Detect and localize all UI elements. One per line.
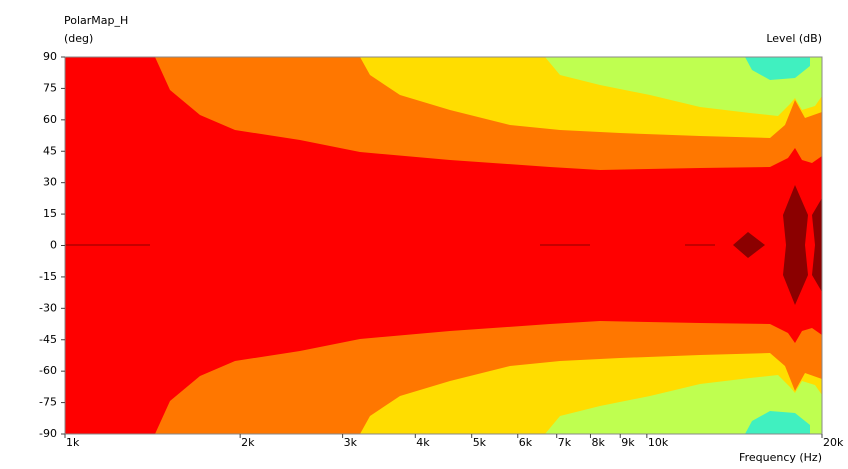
plot-area [64,56,823,435]
y-tick-label: -90 [39,427,57,440]
x-axis-label: Frequency (Hz) [739,451,822,464]
y-tick-label: 60 [43,113,57,126]
y-tick-label: -30 [39,301,57,314]
level-label: Level (dB) [766,32,822,45]
contour-region [792,106,798,118]
x-tick-label: 5k [473,436,487,449]
contour-region [545,57,822,116]
contour-region [792,373,798,385]
y-tick-label: 0 [50,239,57,252]
contour-region [745,411,810,434]
x-tick-label: 7k [558,436,572,449]
contour-region [812,198,822,292]
y-tick-label: 45 [43,144,57,157]
y-tick-label: 90 [43,50,57,63]
x-tick-label: 20k [823,436,844,449]
y-tick-label: 75 [43,81,57,94]
x-tick-label: 2k [241,436,255,449]
x-tick-label: 6k [519,436,533,449]
y-tick-label: 30 [43,176,57,189]
y-tick-label: -15 [39,270,57,283]
y-axis-label: (deg) [64,32,93,45]
x-tick-label: 10k [648,436,669,449]
x-tick-label: 3k [344,436,358,449]
contour-region [783,185,808,305]
x-tick-label: 9k [621,436,635,449]
chart-title: PolarMap_H [64,14,128,27]
y-tick-label: -75 [39,396,57,409]
x-tick-label: 4k [416,436,430,449]
contour-region [745,57,810,80]
x-tick-label: 1k [66,436,80,449]
y-tick-label: -45 [39,333,57,346]
y-tick-label: 15 [43,207,57,220]
x-tick-label: 8k [591,436,605,449]
y-tick-label: -60 [39,364,57,377]
contour-region [545,375,822,434]
contour-region [733,232,765,258]
